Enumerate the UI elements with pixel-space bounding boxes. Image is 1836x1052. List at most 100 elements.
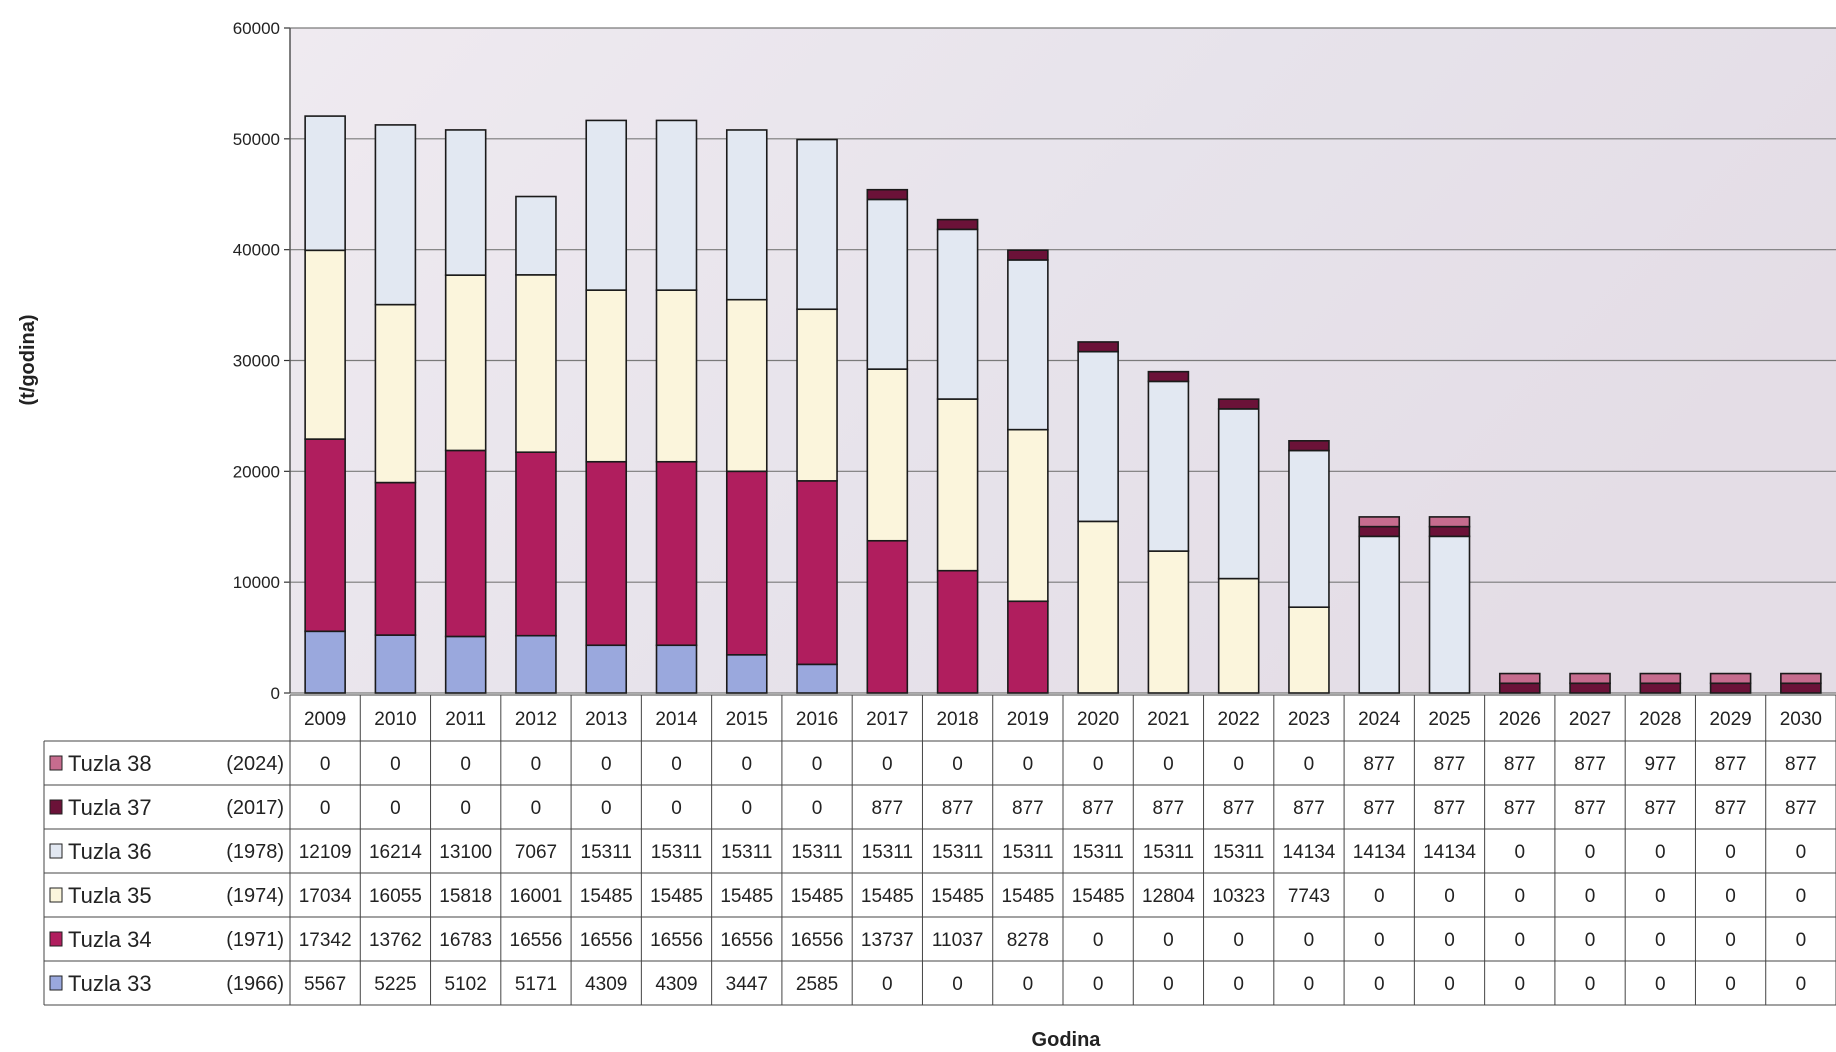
table-cell: 15311 — [1143, 842, 1194, 863]
table-cell: 877 — [1785, 798, 1817, 819]
table-cell: 0 — [390, 798, 401, 819]
bar-segment — [1358, 525, 1401, 538]
legend-year: (1974) — [226, 885, 284, 907]
table-cell: 0 — [1093, 754, 1104, 775]
bar-segment — [1709, 672, 1752, 685]
bar-segment — [1639, 682, 1682, 694]
bar-segment — [1217, 577, 1260, 694]
table-cell: 0 — [1655, 886, 1666, 907]
table-cell: 0 — [460, 754, 471, 775]
table-cell: 15485 — [1001, 886, 1054, 907]
bar-segment — [1007, 259, 1049, 431]
bar-segment — [304, 249, 346, 440]
table-cell: 877 — [871, 798, 903, 819]
bar-segment — [515, 274, 557, 453]
x-tick-label: 2016 — [796, 709, 838, 730]
table-cell: 7067 — [515, 842, 557, 863]
table-cell: 14134 — [1353, 842, 1406, 863]
table-cell: 13100 — [439, 842, 492, 863]
table-cell: 15311 — [932, 842, 983, 863]
legend-label: Tuzla 34 — [68, 927, 152, 952]
table-cell: 877 — [1012, 798, 1044, 819]
x-tick-label: 2012 — [515, 709, 557, 730]
table-cell: 877 — [1082, 798, 1114, 819]
bar-segment — [1077, 350, 1119, 523]
x-axis-label: Godina — [1032, 1029, 1102, 1051]
table-cell: 7743 — [1288, 886, 1330, 907]
x-tick-label: 2009 — [304, 709, 346, 730]
table-cell: 0 — [1796, 974, 1807, 995]
table-cell: 12109 — [299, 842, 352, 863]
bar-segment — [1569, 682, 1611, 694]
bar-segment — [1428, 535, 1471, 694]
bar-segment — [655, 289, 698, 463]
bar-segment — [1077, 341, 1119, 353]
bar-segment — [866, 188, 909, 201]
table-cell: 0 — [812, 798, 823, 819]
bar-segment — [1428, 516, 1471, 528]
table-cell: 0 — [1585, 930, 1596, 951]
x-tick-label: 2019 — [1007, 709, 1049, 730]
table-cell: 0 — [1023, 754, 1034, 775]
legend-swatch — [49, 843, 63, 859]
table-cell: 877 — [942, 798, 974, 819]
table-cell: 0 — [741, 754, 752, 775]
bar-segment — [1639, 672, 1682, 685]
table-cell: 15311 — [721, 842, 772, 863]
bar-segment — [866, 368, 909, 542]
table-cell: 0 — [1304, 754, 1315, 775]
table-cell: 15818 — [439, 886, 492, 907]
bar-segment — [1709, 682, 1752, 694]
bar-segment — [304, 630, 346, 694]
table-cell: 15311 — [651, 842, 702, 863]
bar-segment — [796, 138, 838, 311]
table-cell: 0 — [531, 754, 542, 775]
x-tick-label: 2028 — [1639, 709, 1681, 730]
table-cell: 877 — [1574, 754, 1606, 775]
table-cell: 16556 — [650, 930, 703, 951]
table-cell: 0 — [1233, 930, 1244, 951]
table-cell: 0 — [882, 974, 893, 995]
table-cell: 0 — [1796, 886, 1807, 907]
bar-segment — [1498, 682, 1541, 694]
table-cell: 0 — [1093, 930, 1104, 951]
x-tick-label: 2022 — [1218, 709, 1260, 730]
bar-segment — [374, 481, 417, 636]
table-cell: 0 — [1444, 930, 1455, 951]
bar-segment — [655, 644, 698, 694]
table-cell: 877 — [1363, 798, 1395, 819]
table-cell: 0 — [1725, 886, 1736, 907]
bar-segment — [1358, 535, 1401, 694]
table-cell: 11037 — [932, 930, 983, 951]
bar-segment — [374, 634, 417, 694]
bar-segment — [1288, 440, 1330, 452]
bar-segment — [444, 274, 487, 452]
table-cell: 0 — [460, 798, 471, 819]
table-cell: 16556 — [510, 930, 563, 951]
table-cell: 0 — [1093, 974, 1104, 995]
bar-segment — [796, 308, 838, 482]
bar-segment — [585, 119, 628, 291]
bar-segment — [1358, 516, 1401, 528]
bar-segment — [936, 398, 979, 572]
y-tick-label: 0 — [271, 684, 280, 703]
table-cell: 15485 — [791, 886, 844, 907]
bar-segment — [936, 218, 979, 231]
table-cell: 877 — [1785, 754, 1817, 775]
legend-swatch — [49, 975, 63, 991]
table-cell: 0 — [1233, 974, 1244, 995]
x-tick-label: 2014 — [655, 709, 698, 730]
table-cell: 0 — [531, 798, 542, 819]
table-cell: 0 — [1374, 974, 1385, 995]
bars — [304, 115, 1822, 694]
table-cell: 977 — [1644, 754, 1676, 775]
table-cell: 0 — [1374, 930, 1385, 951]
table-cell: 17342 — [299, 930, 352, 951]
bar-segment — [585, 460, 628, 647]
table-cell: 0 — [1655, 930, 1666, 951]
table-cell: 0 — [1163, 974, 1174, 995]
x-tick-label: 2017 — [866, 709, 908, 730]
table-cell: 877 — [1434, 754, 1466, 775]
bar-segment — [1428, 525, 1471, 538]
table-cell: 0 — [1796, 842, 1807, 863]
